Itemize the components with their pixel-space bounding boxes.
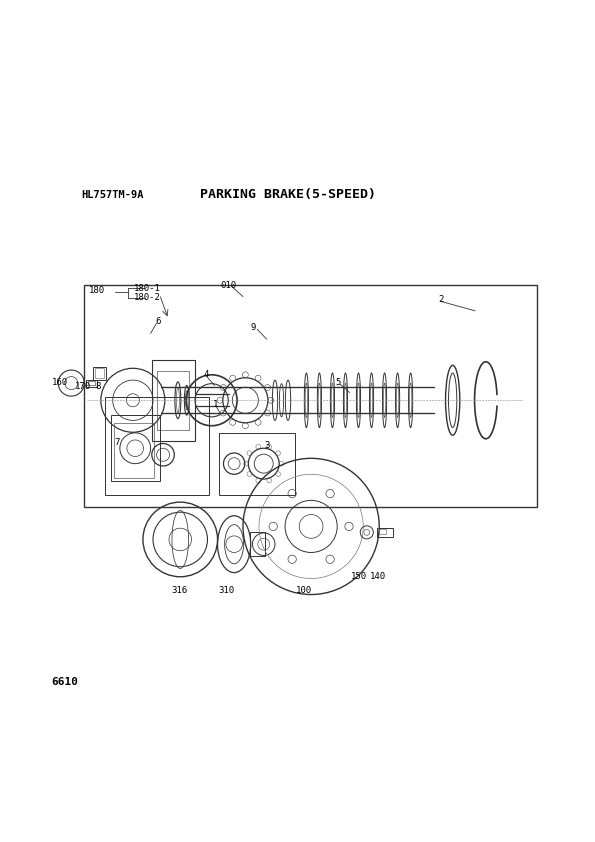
Text: 310: 310 <box>218 586 234 595</box>
Text: 4: 4 <box>203 370 208 379</box>
Bar <box>152 360 195 440</box>
Bar <box>84 285 537 507</box>
Text: 9: 9 <box>250 323 256 332</box>
Text: 5: 5 <box>335 378 340 387</box>
Text: 160: 160 <box>51 378 67 387</box>
Bar <box>377 528 393 537</box>
Text: 170: 170 <box>75 382 91 392</box>
Bar <box>157 370 189 430</box>
Bar <box>93 366 107 380</box>
Text: 3: 3 <box>264 441 270 450</box>
Text: 180: 180 <box>89 286 105 296</box>
Text: 1: 1 <box>213 400 218 409</box>
Text: 150: 150 <box>350 572 367 581</box>
Text: 316: 316 <box>171 586 187 595</box>
Bar <box>249 532 265 556</box>
Text: 100: 100 <box>295 586 312 595</box>
Text: 180-2: 180-2 <box>134 293 161 302</box>
Text: 010: 010 <box>220 281 236 290</box>
Bar <box>111 415 159 482</box>
Text: 6610: 6610 <box>52 676 79 686</box>
Text: 6: 6 <box>156 317 161 326</box>
Text: 2: 2 <box>438 295 443 303</box>
Text: 7: 7 <box>114 438 120 447</box>
Text: 180-1: 180-1 <box>134 284 161 293</box>
Bar <box>88 381 95 385</box>
Text: HL757TM-9A: HL757TM-9A <box>82 190 144 200</box>
Bar <box>220 433 295 495</box>
Bar <box>378 530 386 534</box>
Text: 140: 140 <box>370 572 386 581</box>
Bar <box>86 380 97 386</box>
Bar <box>95 368 105 378</box>
Text: 8: 8 <box>95 382 101 392</box>
Bar <box>114 424 154 478</box>
Bar <box>105 397 209 495</box>
Text: PARKING BRAKE(5-SPEED): PARKING BRAKE(5-SPEED) <box>200 189 376 201</box>
